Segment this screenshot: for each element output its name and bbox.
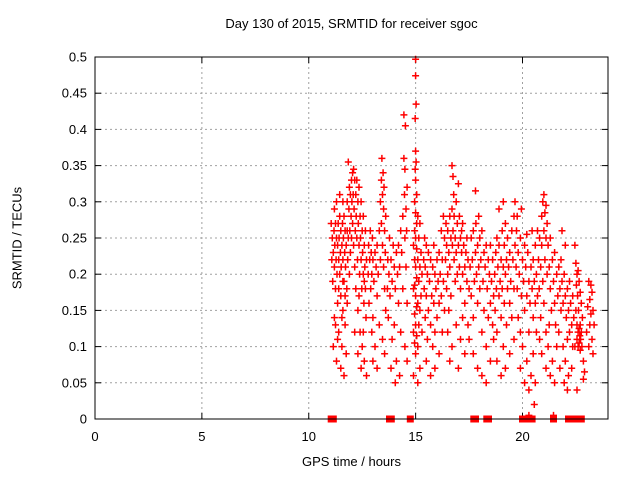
- chart-title: Day 130 of 2015, SRMTID for receiver sgo…: [225, 16, 478, 31]
- zero-value-markers: [327, 415, 585, 423]
- tick-labels: 0 5 10 15 20 0 0.05 0.1 0.15 0.2 0.25 0.3 0.35 0.4 0.4…: [62, 50, 530, 445]
- y-tick-label: 0.5: [69, 50, 87, 65]
- plot-border: [94, 56, 609, 420]
- x-tick-label: 5: [198, 429, 205, 444]
- x-axis-label: GPS time / hours: [302, 454, 401, 469]
- y-tick-label: 0.3: [69, 194, 87, 209]
- data-points: [327, 55, 598, 419]
- y-tick-label: 0.25: [62, 231, 87, 246]
- y-tick-label: 0.4: [69, 122, 87, 137]
- y-tick-label: 0.1: [69, 339, 87, 354]
- x-tick-label: 10: [302, 429, 316, 444]
- y-tick-label: 0.45: [62, 86, 87, 101]
- y-tick-label: 0.05: [62, 375, 87, 390]
- y-tick-label: 0: [80, 412, 87, 427]
- y-tick-label: 0.2: [69, 267, 87, 282]
- y-tick-label: 0.15: [62, 303, 87, 318]
- x-tick-label: 20: [515, 429, 529, 444]
- x-tick-label: 0: [91, 429, 98, 444]
- y-tick-label: 0.35: [62, 158, 87, 173]
- x-tick-label: 15: [408, 429, 422, 444]
